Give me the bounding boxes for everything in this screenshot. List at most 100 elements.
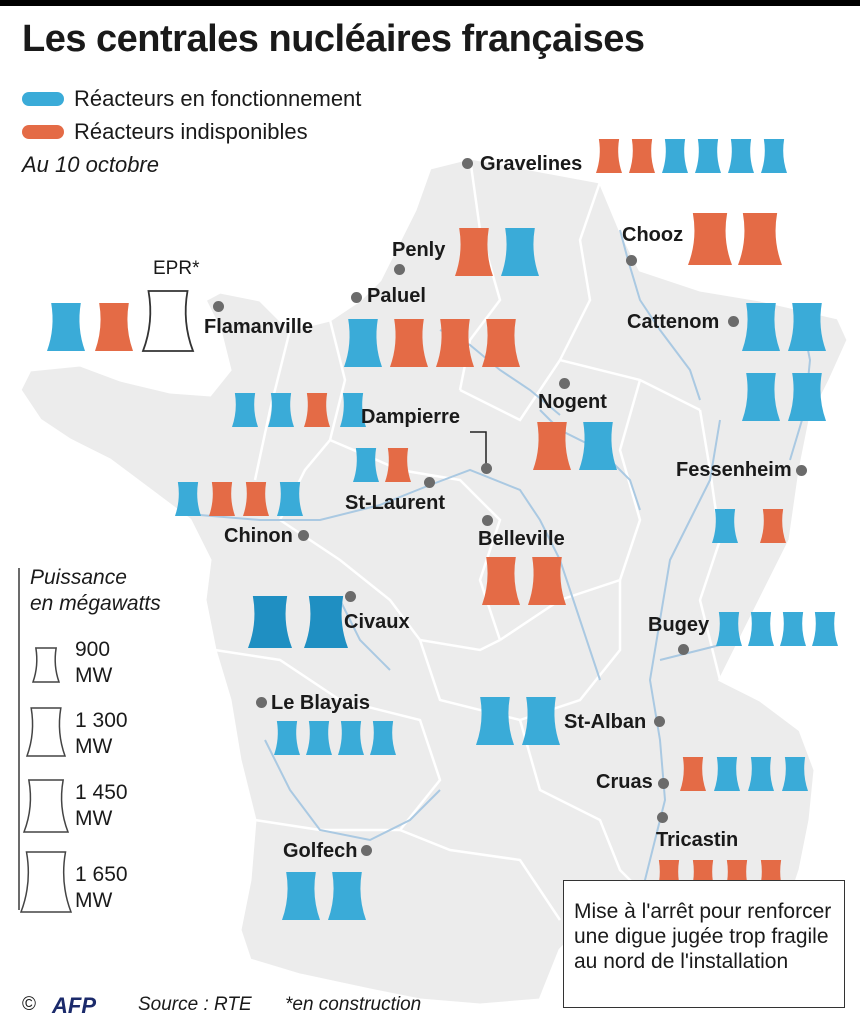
reactor-unavailable-icon [680, 757, 706, 791]
reactor-operating-icon [522, 697, 560, 745]
reactor-unavailable-icon [390, 319, 428, 367]
reactor-unavailable-icon [482, 319, 520, 367]
label-chooz: Chooz [622, 224, 684, 246]
scale-unit: MW [75, 735, 113, 758]
reactor-unavailable-icon [482, 557, 520, 605]
dot-st-alban [654, 716, 665, 727]
reactor-operating-icon [344, 319, 382, 367]
label-civaux: Civaux [344, 611, 410, 633]
label-dampierre: Dampierre [361, 406, 460, 428]
dot-le-blayais [256, 697, 267, 708]
reactor-unavailable-icon [760, 509, 786, 543]
scale-reactor-icon [22, 779, 70, 833]
dot-cruas [658, 778, 669, 789]
legend-unavailable-label: Réacteurs indisponibles [74, 119, 308, 144]
label-belleville: Belleville [478, 528, 565, 550]
dot-gravelines [462, 158, 473, 169]
rivers [199, 229, 812, 901]
reactor-unavailable-icon [738, 213, 782, 265]
reactor-unavailable-icon [243, 482, 269, 516]
dot-civaux [345, 591, 356, 602]
map-title: Les centrales nucléaires françaises [22, 18, 645, 60]
dot-golfech [361, 845, 372, 856]
scale-value: 1 450 [75, 781, 128, 804]
scale-unit: MW [75, 664, 113, 687]
scale-title-line1: Puissance [30, 566, 127, 589]
reactor-operating-icon [501, 228, 539, 276]
reactor-unavailable-icon [385, 448, 411, 482]
label-fessenheim: Fessenheim [676, 459, 792, 481]
reactor-operating-icon [712, 509, 738, 543]
label-st-laurent: St-Laurent [345, 492, 445, 514]
date-subtitle: Au 10 octobre [22, 152, 159, 177]
reactor-operating-icon [716, 612, 742, 646]
reactor-operating-icon [175, 482, 201, 516]
reactor-operating-icon [780, 612, 806, 646]
label-golfech: Golfech [283, 840, 358, 862]
reactor-operating-icon [304, 596, 348, 648]
reactor-unavailable-icon [629, 139, 655, 173]
reactor-under-construction-icon [141, 290, 195, 352]
dot-cattenom [728, 316, 739, 327]
region-borders [214, 157, 722, 921]
reactor-operating-icon [728, 139, 754, 173]
dot-nogent [559, 378, 570, 389]
reactor-operating-icon [277, 482, 303, 516]
reactor-operating-icon [353, 448, 379, 482]
dot-st-laurent [424, 477, 435, 488]
label-flamanville: Flamanville [204, 316, 313, 338]
scale-bar [18, 568, 20, 910]
label-cruas: Cruas [596, 771, 653, 793]
dot-chooz [626, 255, 637, 266]
reactor-operating-icon [476, 697, 514, 745]
reactor-operating-icon [742, 303, 780, 351]
scale-label-1450: 1 450 MW [75, 780, 128, 832]
label-st-alban: St-Alban [564, 711, 647, 733]
tricastin-note: Mise à l'arrêt pour renforcer une digue … [563, 880, 845, 1008]
reactor-operating-icon [579, 422, 617, 470]
reactor-operating-icon [748, 612, 774, 646]
reactor-unavailable-icon [596, 139, 622, 173]
epr-label: EPR* [153, 258, 200, 279]
reactor-operating-icon [788, 303, 826, 351]
label-bugey: Bugey [648, 614, 710, 636]
reactor-operating-icon [340, 393, 366, 427]
legend-operating: Réacteurs en fonctionnement [22, 85, 361, 113]
reactor-operating-icon [695, 139, 721, 173]
afp-logo: AFP [52, 993, 96, 1018]
scale-value: 1 300 [75, 709, 128, 732]
dampierre-leader [470, 431, 487, 466]
dot-flamanville [213, 301, 224, 312]
reactor-operating-icon [232, 393, 258, 427]
legend-operating-label: Réacteurs en fonctionnement [74, 86, 362, 111]
top-rule [0, 0, 860, 6]
reactor-unavailable-icon [533, 422, 571, 470]
reactor-operating-icon [248, 596, 292, 648]
reactor-operating-icon [328, 872, 366, 920]
scale-reactor-icon [25, 707, 67, 757]
reactor-operating-icon [306, 721, 332, 755]
reactor-operating-icon [282, 872, 320, 920]
scale-label-900: 900 MW [75, 637, 112, 689]
dot-fessenheim [796, 465, 807, 476]
reactor-operating-icon [268, 393, 294, 427]
reactor-operating-icon [748, 757, 774, 791]
scale-value: 1 650 [75, 863, 128, 886]
scale-title-line2: en mégawatts [30, 592, 161, 615]
dot-bugey [678, 644, 689, 655]
copyright-symbol: © [22, 994, 36, 1015]
reactor-operating-icon [338, 721, 364, 755]
reactor-unavailable-icon [688, 213, 732, 265]
scale-title: Puissance en mégawatts [30, 565, 161, 617]
dot-belleville [482, 515, 493, 526]
dot-penly [394, 264, 405, 275]
scale-label-1300: 1 300 MW [75, 708, 128, 760]
reactor-unavailable-icon [95, 303, 133, 351]
label-nogent: Nogent [538, 391, 607, 413]
label-gravelines: Gravelines [480, 153, 583, 175]
reactor-operating-icon [47, 303, 85, 351]
label-tricastin: Tricastin [656, 829, 739, 851]
reactor-operating-icon [370, 721, 396, 755]
label-cattenom: Cattenom [627, 311, 720, 333]
